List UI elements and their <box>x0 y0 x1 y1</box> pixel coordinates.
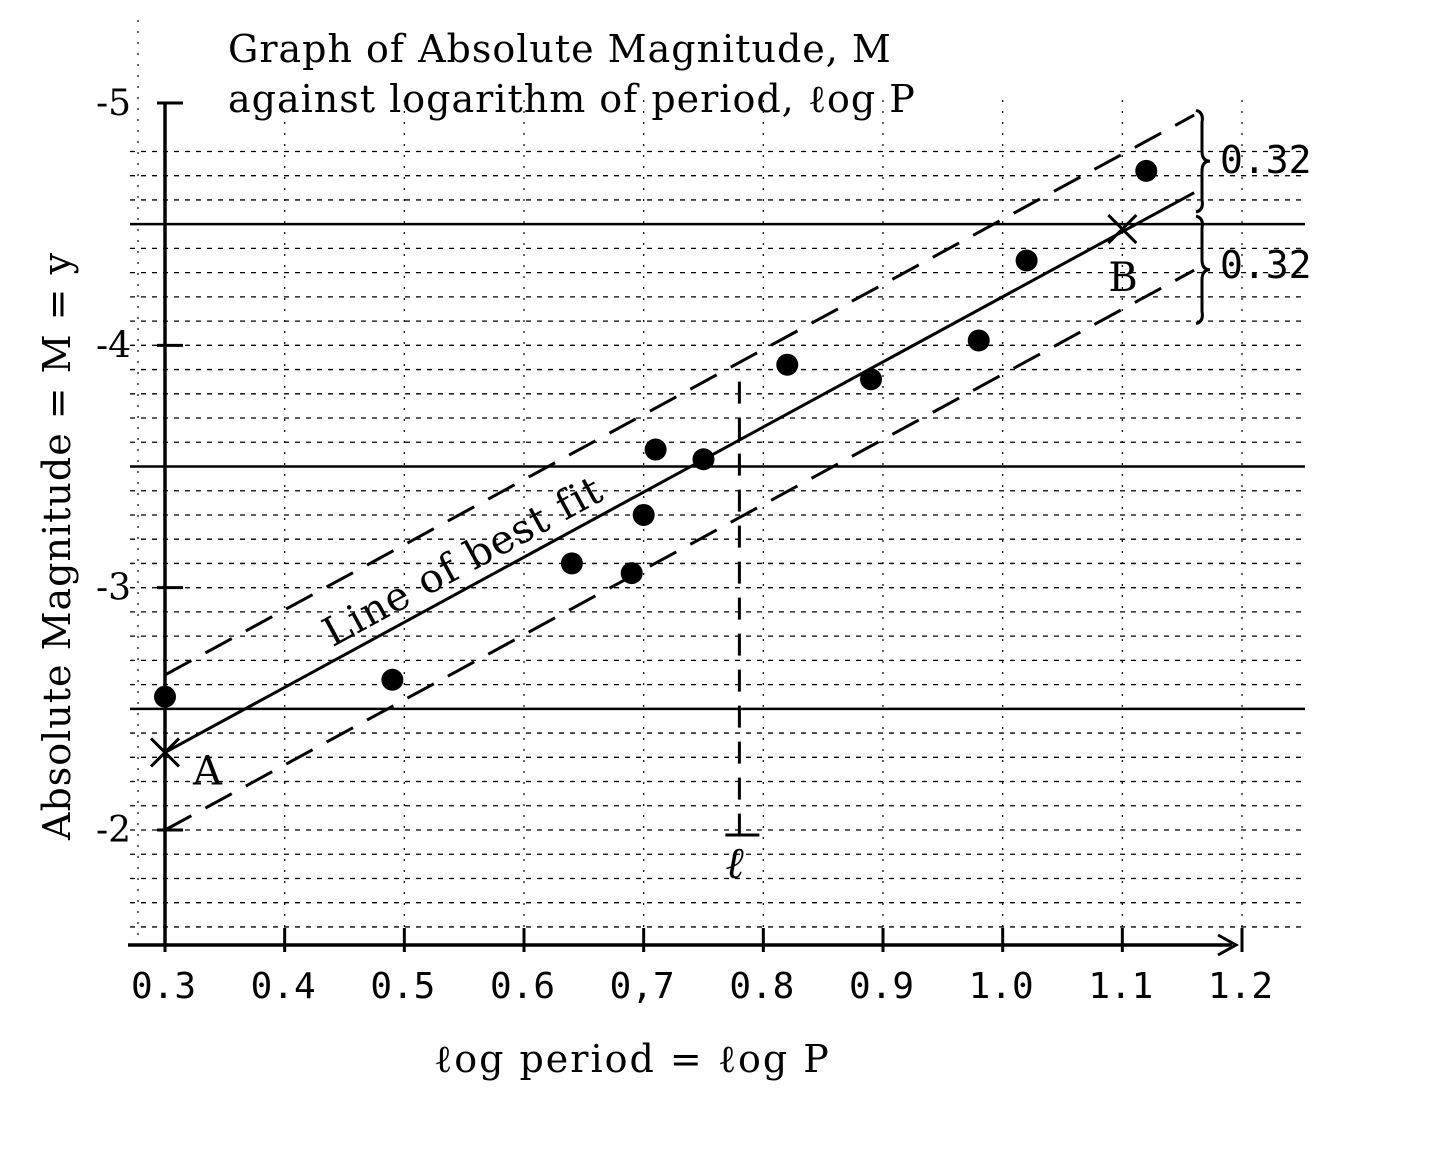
mean-label: ℓ <box>725 838 744 889</box>
data-point <box>381 668 404 691</box>
band-upper-brace <box>1195 108 1211 214</box>
chart-title-line1: Graph of Absolute Magnitude, M <box>228 27 892 71</box>
y-tick-label: -5 <box>96 83 131 124</box>
x-tick-label: 0.9 <box>849 966 914 1007</box>
data-point <box>154 685 176 708</box>
y-tick-label: -2 <box>96 810 131 851</box>
y-tick-label: -4 <box>96 325 131 366</box>
data-point <box>860 368 883 391</box>
data-point <box>632 503 655 526</box>
annotation-layer: A Bℓ 0.32 0.32 <box>149 108 1312 889</box>
grid-layer <box>130 20 1305 945</box>
axis-layer: -2 -3 -4 -5 0.3 0.4 0.5 0.6 0,7 0.8 0.9 1.0 1.1 1.2 <box>96 83 1273 1007</box>
data-point <box>644 438 667 461</box>
x-axis-arrow <box>1217 933 1240 957</box>
x-tick-label: 0.3 <box>131 966 196 1007</box>
x-tick-label: 1.2 <box>1208 966 1273 1007</box>
chart-title-line2: against logarithm of period, ℓog P <box>228 77 916 121</box>
band-lower-line <box>164 268 1195 832</box>
point-b-marker <box>1107 213 1138 245</box>
x-axis-label: ℓog period = ℓog P <box>434 1037 831 1081</box>
band-upper-label: 0.32 <box>1220 138 1312 182</box>
points-layer <box>154 159 1158 708</box>
x-tick-label: 1.0 <box>969 966 1034 1007</box>
fit-layer: Line of best fit <box>164 191 1195 754</box>
point-b-label: B <box>1108 255 1137 301</box>
x-tick-label: 0.4 <box>251 966 316 1007</box>
y-tick-label: -3 <box>96 568 131 609</box>
data-point <box>620 562 643 585</box>
point-a-marker <box>149 737 181 768</box>
data-point <box>967 329 990 352</box>
data-point <box>776 353 799 376</box>
band-lower-brace <box>1195 214 1211 325</box>
x-tick-label: 0.8 <box>729 966 794 1007</box>
x-tick-label: 0.5 <box>370 966 435 1007</box>
band-lower-label: 0.32 <box>1220 243 1312 287</box>
band-layer <box>164 113 1195 832</box>
data-point <box>692 448 715 471</box>
data-point <box>1015 249 1038 272</box>
point-a-label: A <box>192 748 223 794</box>
data-point <box>560 552 583 575</box>
x-tick-label: 0.6 <box>490 966 555 1007</box>
data-point <box>1135 159 1158 182</box>
y-axis-label: Absolute Magnitude = M = y <box>35 252 79 841</box>
x-tick-label: 1.1 <box>1088 966 1153 1007</box>
best-fit-line <box>164 191 1195 754</box>
x-tick-label: 0,7 <box>610 966 675 1007</box>
band-upper-line <box>164 113 1195 677</box>
